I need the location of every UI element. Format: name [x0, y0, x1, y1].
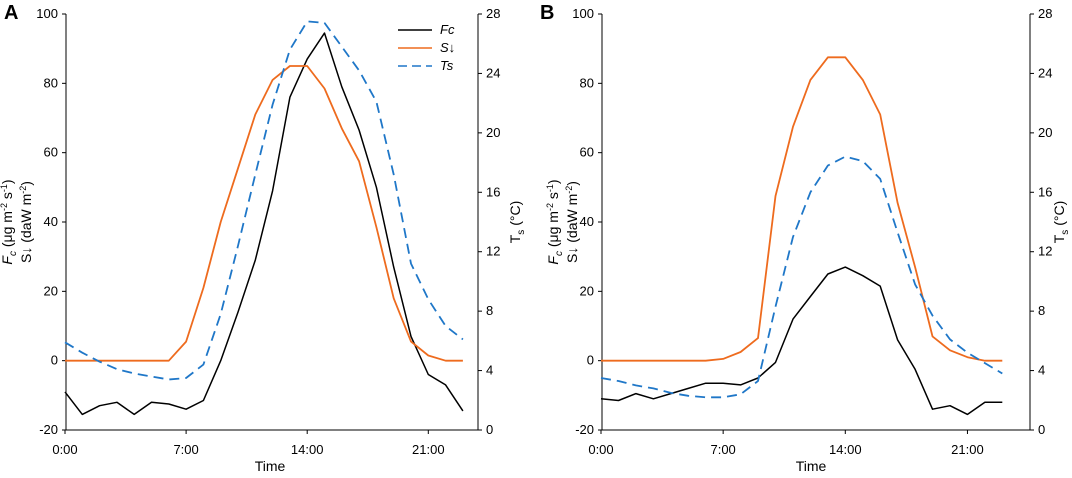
y-right-tick-label: 8	[486, 303, 493, 318]
panel-label-a: A	[4, 2, 18, 24]
y-left-tick-label: 100	[36, 6, 58, 21]
y-right-tick-label: 4	[1038, 363, 1045, 378]
series-line-fc-a	[64, 32, 464, 416]
x-tick-label: 14:00	[829, 442, 862, 457]
y-right-tick-label: 16	[486, 184, 500, 199]
x-ticks-b: 0:00 7:00 14:00 21:00	[588, 430, 984, 457]
series-line-s-down-a	[65, 65, 463, 362]
x-ticks-a: 0:00 7:00 14:00 21:00	[52, 430, 445, 457]
y-right-tick-label: 16	[1038, 184, 1052, 199]
y-left-tick-label: -20	[39, 422, 58, 437]
y-left-tick-label: 0	[587, 353, 594, 368]
x-tick-label: 7:00	[710, 442, 735, 457]
y-right-tick-label: 28	[1038, 6, 1052, 21]
panel-label-b: B	[540, 2, 554, 24]
legend-label-ts: Ts	[440, 58, 454, 73]
y-right-tick-label: 4	[486, 363, 493, 378]
y-left2-label-b: S↓ (daW m-2)	[564, 181, 580, 263]
y-left-tick-label: 40	[44, 214, 58, 229]
legend: Fc S↓ Ts	[398, 22, 455, 73]
y-left-tick-label: 100	[572, 6, 594, 21]
x-tick-label: 21:00	[951, 442, 984, 457]
right-ticks-b: 0 4 8 12 16 20 24 28	[1030, 6, 1052, 437]
y-left2-label-a: S↓ (daW m-2)	[18, 181, 34, 263]
series-line-s-down-b	[601, 56, 1003, 362]
y-left-tick-label: 0	[51, 353, 58, 368]
x-tick-label: 14:00	[291, 442, 324, 457]
y-right-label-b: Ts (°C)	[1051, 201, 1071, 244]
left-ticks-a: -20 0 20 40 60 80 100	[36, 6, 66, 437]
x-tick-label: 0:00	[52, 442, 77, 457]
y-right-tick-label: 24	[486, 65, 500, 80]
y-right-tick-label: 28	[486, 6, 500, 21]
y-left-tick-label: 40	[580, 214, 594, 229]
y-right-label-a: Ts (°C)	[507, 201, 527, 244]
series-a	[64, 20, 464, 416]
y-left-tick-label: 20	[580, 283, 594, 298]
left-ticks-b: -20 0 20 40 60 80 100	[572, 6, 602, 437]
y-left-label-a: Fc (μg m-2 s-1)	[0, 179, 19, 264]
y-right-tick-label: 12	[1038, 244, 1052, 259]
legend-label-s: S↓	[440, 40, 455, 55]
x-tick-label: 21:00	[412, 442, 445, 457]
series-line-fc-b	[600, 266, 1003, 416]
y-right-tick-label: 12	[486, 244, 500, 259]
y-left-tick-label: 20	[44, 283, 58, 298]
y-right-tick-label: 20	[1038, 125, 1052, 140]
y-right-tick-label: 8	[1038, 303, 1045, 318]
y-left-tick-label: 80	[580, 75, 594, 90]
y-left-tick-label: 60	[580, 145, 594, 160]
x-label-a: Time	[255, 458, 286, 474]
right-ticks-a: 0 4 8 12 16 20 24 28	[478, 6, 500, 437]
y-right-tick-label: 0	[486, 422, 493, 437]
y-right-tick-label: 20	[486, 125, 500, 140]
y-left-tick-label: 60	[44, 145, 58, 160]
x-label-b: Time	[796, 458, 827, 474]
panel-a: A -20 0 20 40 60 80 100 0 4 8 12 16 20 24 28 0:00 7:00…	[0, 2, 527, 474]
y-left-tick-label: 80	[44, 75, 58, 90]
panel-b: B -20 0 20 40 60 80 100 0 4 8 12 16 20 24 28 0:00 7:00…	[540, 2, 1071, 474]
y-left-label-b: Fc (μg m-2 s-1)	[545, 179, 565, 264]
series-line-ts-b	[600, 155, 1003, 399]
y-right-tick-label: 24	[1038, 65, 1052, 80]
legend-label-fc: Fc	[440, 22, 455, 37]
y-left-tick-label: -20	[575, 422, 594, 437]
series-b	[600, 56, 1003, 416]
x-tick-label: 0:00	[588, 442, 613, 457]
series-line-ts-a	[64, 20, 464, 381]
y-right-tick-label: 0	[1038, 422, 1045, 437]
x-tick-label: 7:00	[173, 442, 198, 457]
